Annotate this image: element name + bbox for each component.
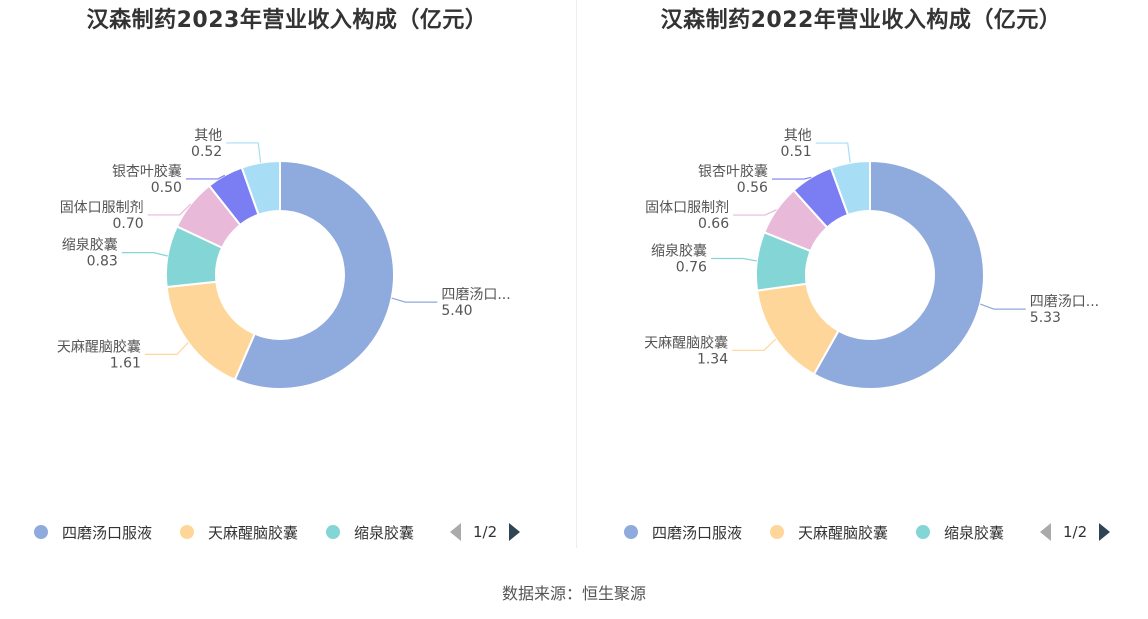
slice-label: 其他 bbox=[194, 128, 222, 144]
leader-line bbox=[980, 303, 1026, 310]
pie-slice[interactable] bbox=[165, 280, 256, 381]
legend-item[interactable]: 缩泉胶囊 bbox=[916, 520, 1004, 544]
slice-label: 固体口服制剂 bbox=[60, 200, 144, 216]
pie-slice[interactable] bbox=[829, 159, 871, 217]
slice-label: 缩泉胶囊 bbox=[62, 237, 118, 254]
slice-value-label: 0.70 bbox=[113, 216, 144, 232]
chart-title: 汉森制药2023年营业收入构成（亿元） bbox=[86, 8, 488, 33]
legend-item[interactable]: 天麻醒脑胶囊 bbox=[770, 520, 888, 544]
legend-pager: 1/2 bbox=[450, 520, 521, 544]
leader-line bbox=[147, 203, 192, 216]
leader-line bbox=[144, 342, 189, 356]
leader-line bbox=[732, 338, 777, 351]
legend-label: 天麻醒脑胶囊 bbox=[798, 523, 889, 542]
leader-line bbox=[771, 176, 812, 180]
data-source-note: 数据来源：恒生聚源 bbox=[501, 584, 646, 603]
prev-page-icon[interactable] bbox=[450, 523, 461, 541]
chart-title: 汉森制药2022年营业收入构成（亿元） bbox=[660, 8, 1062, 33]
legend-dot bbox=[624, 525, 638, 539]
legend-dot bbox=[770, 525, 784, 539]
slice-value-label: 0.56 bbox=[737, 180, 768, 196]
chart-legend: 四磨汤口服液 天麻醒脑胶囊 缩泉胶囊 1/2 bbox=[0, 520, 574, 546]
leader-line bbox=[815, 142, 851, 163]
slice-label: 固体口服制剂 bbox=[645, 200, 729, 216]
slice-label: 缩泉胶囊 bbox=[651, 242, 707, 259]
leader-line bbox=[226, 142, 262, 163]
legend-pager: 1/2 bbox=[1040, 520, 1111, 544]
legend-item[interactable]: 缩泉胶囊 bbox=[326, 520, 414, 544]
leader-line bbox=[121, 252, 168, 257]
slice-value-label: 0.83 bbox=[87, 254, 118, 270]
legend-label: 缩泉胶囊 bbox=[944, 523, 1005, 542]
legend-item[interactable]: 四磨汤口服液 bbox=[624, 520, 742, 544]
leader-line bbox=[185, 174, 226, 180]
legend-dot bbox=[916, 525, 930, 539]
legend-dot bbox=[34, 525, 48, 539]
legend-dot bbox=[326, 525, 340, 539]
legend-label: 缩泉胶囊 bbox=[354, 523, 415, 542]
panel-divider bbox=[576, 0, 577, 548]
slice-label: 四磨汤口... bbox=[1030, 294, 1099, 310]
pie-slice[interactable] bbox=[812, 159, 985, 390]
slice-value-label: 0.52 bbox=[191, 144, 222, 160]
slice-value-label: 0.76 bbox=[676, 259, 707, 275]
legend-item[interactable]: 四磨汤口服液 bbox=[34, 520, 152, 544]
legend-label: 四磨汤口服液 bbox=[652, 523, 743, 542]
legend-label: 天麻醒脑胶囊 bbox=[208, 523, 299, 542]
slice-value-label: 5.33 bbox=[1030, 310, 1061, 326]
slice-label: 天麻醒脑胶囊 bbox=[57, 338, 141, 355]
slice-value-label: 1.61 bbox=[110, 355, 141, 371]
slice-value-label: 0.51 bbox=[781, 144, 812, 160]
leader-line bbox=[710, 257, 757, 262]
slice-label: 银杏叶胶囊 bbox=[112, 163, 182, 180]
legend-label: 四磨汤口服液 bbox=[62, 523, 153, 542]
legend-page-indicator: 1/2 bbox=[1063, 523, 1088, 541]
leader-line bbox=[391, 297, 438, 303]
leader-line bbox=[733, 209, 777, 216]
legend-page-indicator: 1/2 bbox=[473, 523, 498, 541]
slice-label: 天麻醒脑胶囊 bbox=[644, 334, 728, 351]
legend-item[interactable]: 天麻醒脑胶囊 bbox=[180, 520, 298, 544]
slice-label: 银杏叶胶囊 bbox=[698, 163, 768, 180]
next-page-icon[interactable] bbox=[509, 523, 521, 541]
slice-label: 四磨汤口... bbox=[441, 287, 510, 303]
slice-value-label: 0.66 bbox=[698, 216, 729, 232]
slice-value-label: 0.50 bbox=[151, 180, 182, 196]
slice-value-label: 5.40 bbox=[441, 303, 472, 319]
next-page-icon[interactable] bbox=[1099, 523, 1111, 541]
chart-panel-2023: 汉森制药2023年营业收入构成（亿元） 四磨汤口... 5.40 其他 0.52 银杏叶… bbox=[0, 0, 574, 560]
legend-dot bbox=[180, 525, 194, 539]
slice-value-label: 1.34 bbox=[697, 351, 728, 367]
slice-label: 其他 bbox=[784, 128, 812, 144]
prev-page-icon[interactable] bbox=[1040, 523, 1051, 541]
chart-legend: 四磨汤口服液 天麻醒脑胶囊 缩泉胶囊 1/2 bbox=[574, 520, 1148, 546]
pie-slice[interactable] bbox=[240, 159, 281, 216]
chart-panel-2022: 汉森制药2022年营业收入构成（亿元） 四磨汤口... 5.33 其他 0.51 银杏叶… bbox=[574, 0, 1148, 560]
pie-slice[interactable] bbox=[233, 159, 395, 390]
